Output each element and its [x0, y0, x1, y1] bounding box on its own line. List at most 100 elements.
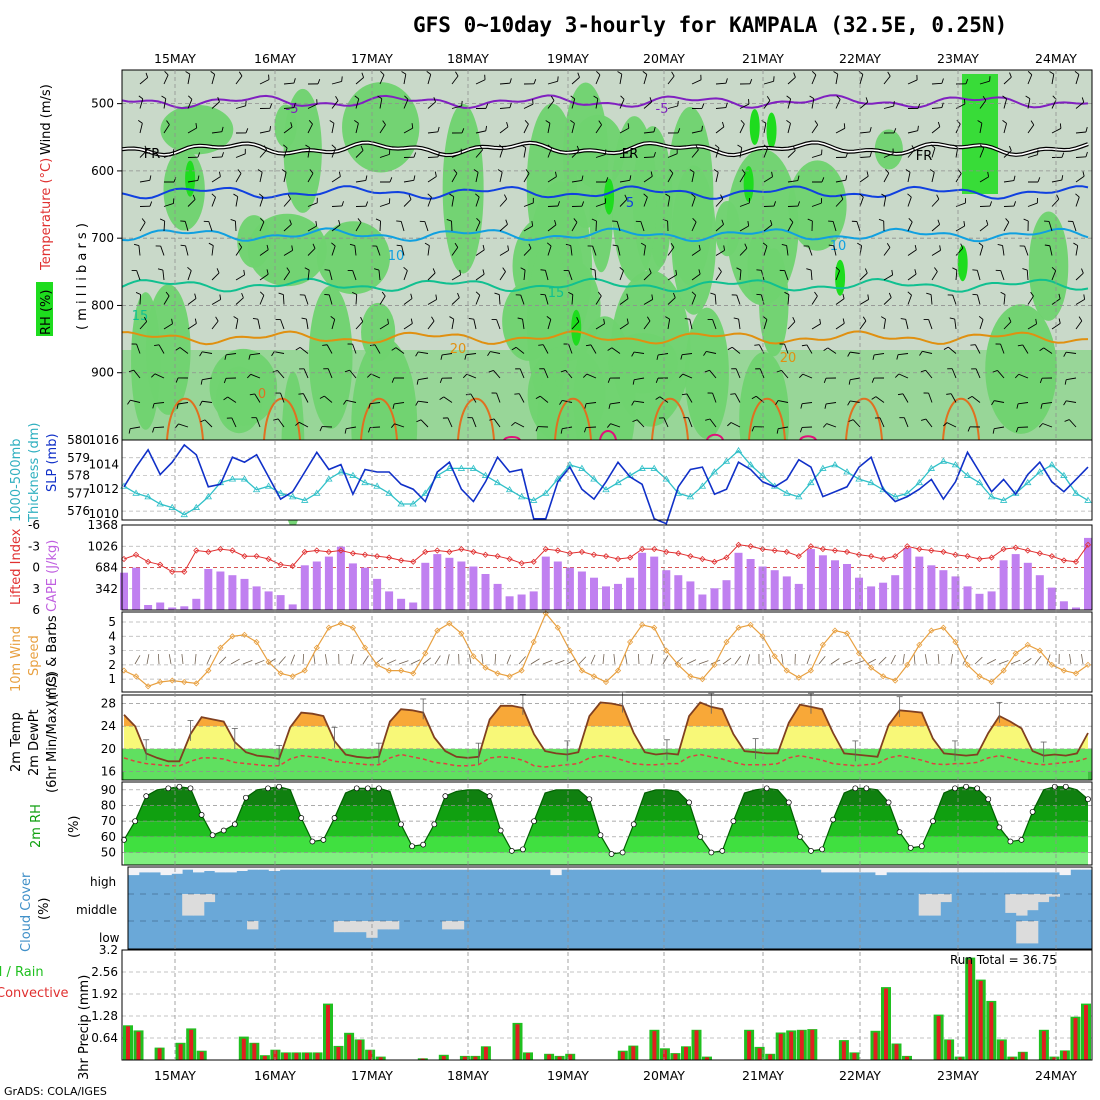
- wind10m-barb: [254, 659, 265, 665]
- wind-barb: [259, 172, 263, 183]
- rh-point: [863, 785, 870, 792]
- lifted-index-ylabel: Lifted Index: [9, 528, 24, 605]
- wind-barb: [202, 377, 213, 381]
- wind10m-barb: [769, 654, 772, 665]
- wind-barb: [955, 247, 964, 256]
- wind10m-point: [145, 683, 152, 690]
- wind-barb: [859, 196, 864, 207]
- wind10m-point: [988, 678, 995, 686]
- wind-barb: [395, 347, 405, 354]
- wind-barb: [619, 127, 630, 134]
- wind10m-point: [1024, 641, 1031, 648]
- cloud-bar: [940, 867, 952, 873]
- wind-barb: [376, 245, 381, 256]
- wind-barb-flag: [653, 151, 656, 158]
- wind-barb-flag: [439, 378, 443, 384]
- wind-barb: [427, 131, 438, 134]
- wind-barb: [667, 105, 678, 109]
- wind-barb: [187, 127, 197, 134]
- wind-barb: [466, 353, 477, 356]
- wind-barb-flag: [237, 169, 242, 174]
- precip-conv-bar: [620, 1051, 625, 1061]
- precip-conv-bar: [684, 1046, 688, 1060]
- wind-barb-flag: [691, 291, 696, 296]
- wind10m-point: [325, 624, 332, 631]
- wind-barb-flag: [591, 218, 597, 222]
- cloud-bar: [712, 867, 725, 870]
- wind-barb: [619, 99, 625, 109]
- wind-barb-flag: [626, 293, 629, 299]
- wind10m-point: [880, 673, 887, 680]
- wind-barb-flag: [784, 291, 790, 295]
- wind-barb: [163, 220, 166, 232]
- wind-barb-flag: [675, 269, 678, 275]
- wind-barb-flag: [533, 79, 537, 85]
- wind-barb: [955, 269, 958, 281]
- thickness-point: [192, 503, 201, 510]
- wind-barb: [643, 176, 653, 183]
- wind-barb-flag: [1049, 71, 1055, 75]
- li-tick-label: -6: [28, 518, 40, 532]
- wind-barb: [139, 123, 143, 134]
- wind10m-point: [422, 650, 429, 657]
- wind-barb: [1027, 154, 1038, 158]
- wind-barb: [617, 245, 621, 256]
- precip-conv-bar: [978, 980, 983, 1060]
- wind-barb: [667, 319, 671, 330]
- wind-barb: [283, 271, 291, 281]
- cloud-bar: [1027, 867, 1039, 873]
- wind-barb-flag: [341, 76, 343, 82]
- wind-barb-flag: [354, 95, 360, 100]
- wind-barb: [283, 172, 287, 183]
- wind-barb: [810, 269, 813, 281]
- wind-barb-flag: [991, 400, 995, 406]
- wind-barb-flag: [665, 316, 670, 320]
- lifted-index-point: [181, 568, 188, 575]
- wind-barb-flag: [722, 121, 725, 127]
- wind-barb: [714, 294, 717, 305]
- wind-barb-flag: [238, 242, 243, 248]
- temp-warm-fill: [124, 702, 1018, 727]
- wind10m-barb: [1010, 659, 1021, 665]
- wind-barb-flag: [612, 244, 618, 247]
- wind-barb-flag: [680, 354, 683, 360]
- wind10m-barb: [324, 654, 328, 665]
- precip-conv-bar: [873, 1032, 878, 1060]
- cape-bar: [638, 552, 647, 610]
- cloud-bar: [149, 867, 161, 873]
- cape-bar: [722, 580, 731, 610]
- wind-barb: [802, 373, 813, 379]
- wind-barb: [475, 249, 485, 256]
- wind-barb-flag: [144, 145, 148, 151]
- wind-barb-flag: [494, 292, 500, 295]
- lifted-index-point: [132, 551, 140, 558]
- precip-conv-bar: [852, 1053, 857, 1060]
- cape-bar: [951, 576, 960, 610]
- lifted-index-point: [1048, 553, 1055, 560]
- wind-barb: [979, 224, 989, 232]
- wind-barb-flag: [891, 269, 894, 276]
- precip-conv-bar: [305, 1053, 309, 1060]
- thickness-point: [602, 486, 610, 493]
- wind10m-point: [494, 670, 501, 677]
- cape-bar: [348, 563, 357, 610]
- wind-barb-flag: [1009, 72, 1012, 78]
- cloud-bar: [1037, 894, 1050, 903]
- wind-barb: [280, 392, 285, 403]
- wind-barb: [163, 295, 170, 305]
- precip-conv-bar: [905, 1056, 909, 1060]
- wind-barb-flag: [770, 219, 773, 225]
- precip-conv-bar: [789, 1031, 794, 1060]
- wind-barb: [307, 270, 310, 281]
- wind-barb-flag: [603, 318, 605, 324]
- wind10m-barb: [950, 654, 953, 665]
- wind-barb: [420, 419, 429, 428]
- wind-barb-flag: [396, 244, 402, 247]
- wind10m-point: [976, 673, 983, 680]
- wind-barb: [355, 77, 364, 85]
- wind10m-barb: [1034, 655, 1042, 665]
- rh-shade-patch: [1028, 211, 1069, 321]
- wind-barb: [250, 353, 261, 356]
- wind-barb-flag: [290, 122, 293, 128]
